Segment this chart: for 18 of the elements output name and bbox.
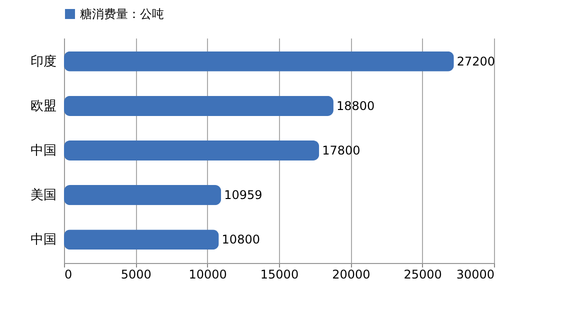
legend-label: 糖消费量：公吨 xyxy=(80,7,164,21)
x-tick-label: 10000 xyxy=(188,268,227,282)
y-tick-label: 欧盟 xyxy=(30,98,56,114)
x-tick-label: 5000 xyxy=(120,268,152,282)
x-tick-label: 20000 xyxy=(332,268,370,282)
y-tick-label: 中国 xyxy=(30,232,56,248)
data-label: 27200 xyxy=(456,54,496,68)
y-tick-label: 印度 xyxy=(30,53,56,70)
y-tick-label: 美国 xyxy=(30,187,56,204)
data-label: 10959 xyxy=(224,188,262,202)
y-tick-label: 中国 xyxy=(30,144,56,158)
data-label: 10800 xyxy=(222,232,260,247)
data-label: 17800 xyxy=(322,144,360,158)
x-tick-label: 15000 xyxy=(260,268,299,282)
x-tick-label: 30000 xyxy=(456,268,494,282)
x-tick-label: 0 xyxy=(64,268,72,282)
data-label: 18800 xyxy=(336,98,375,113)
x-tick-label: 25000 xyxy=(404,268,442,282)
